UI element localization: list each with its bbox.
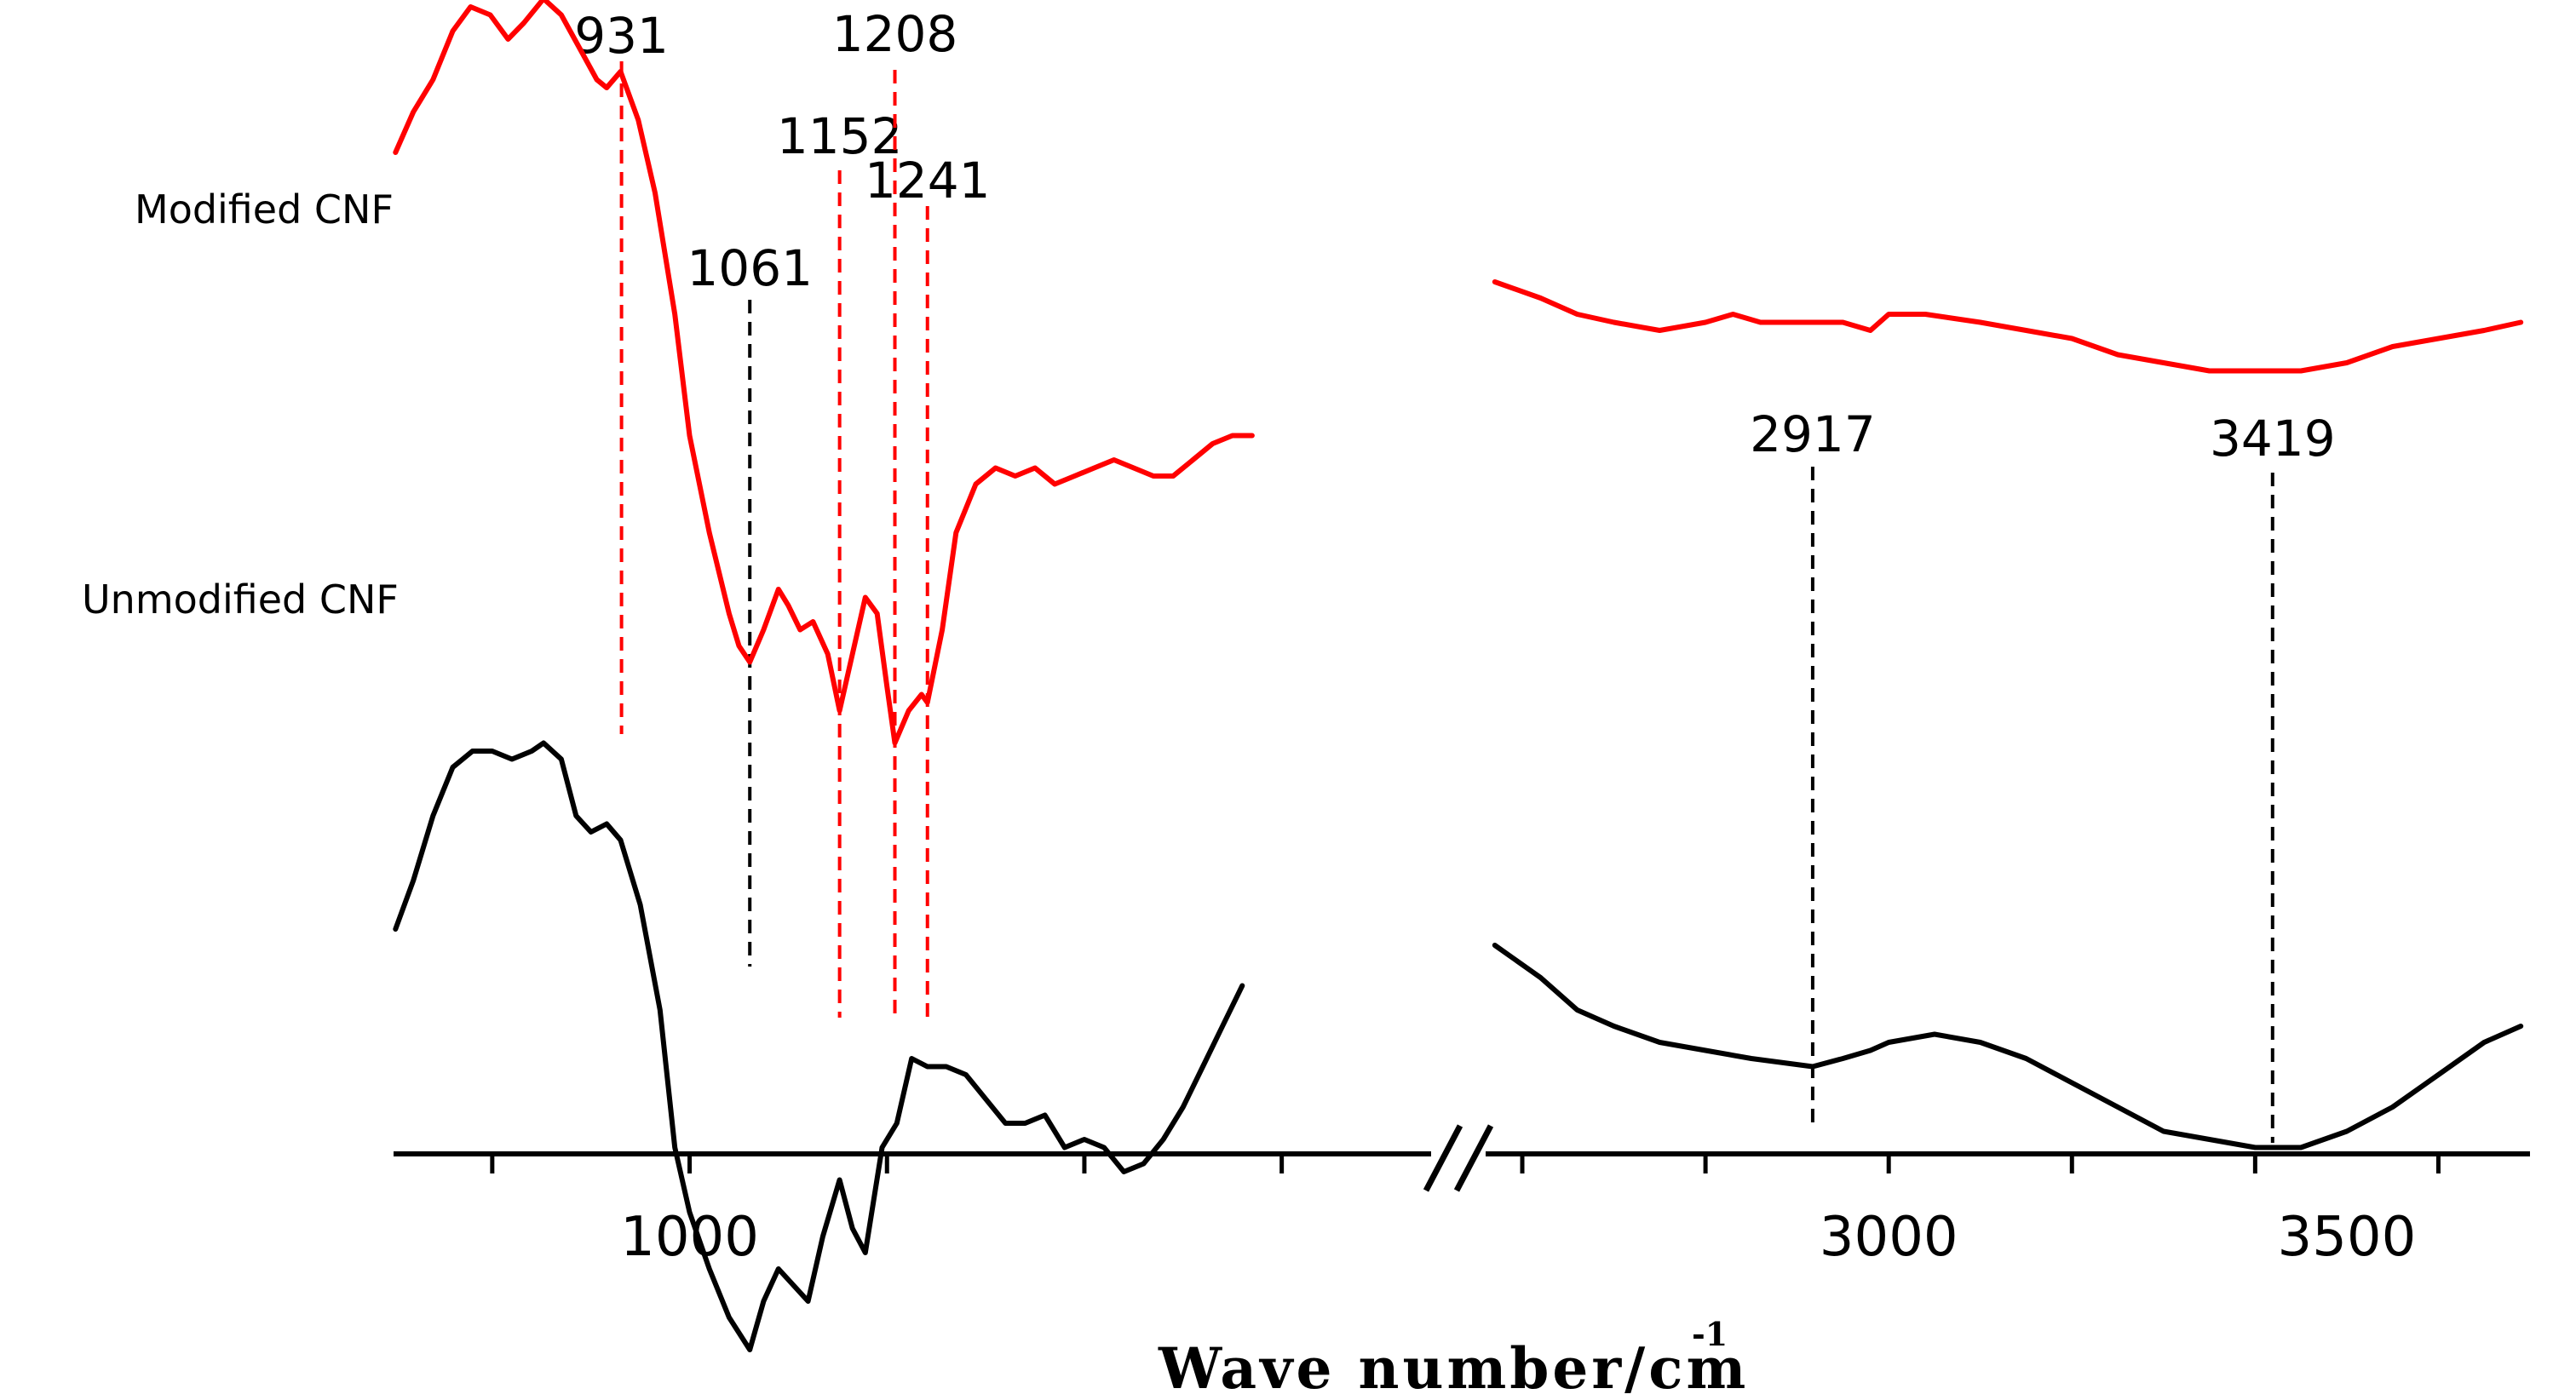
axis-break-mark bbox=[1423, 1124, 1463, 1192]
series-line-modified-cnf-right bbox=[1492, 279, 2524, 374]
series-lines bbox=[393, 0, 2524, 1352]
peak-label-1208: 1208 bbox=[832, 5, 958, 63]
peak-label-1241: 1241 bbox=[865, 152, 991, 209]
x-tick-label-1000: 1000 bbox=[620, 1206, 759, 1269]
x-tick-labels: 1000 3000 3500 bbox=[620, 1206, 2416, 1269]
peak-label-1152: 1152 bbox=[777, 107, 903, 165]
x-axis-title-superscript: -1 bbox=[1692, 1315, 1728, 1353]
series-label-unmodified-cnf: Unmodified CNF bbox=[82, 577, 399, 623]
x-axis bbox=[394, 1124, 2530, 1192]
x-tick-label-3000: 3000 bbox=[1820, 1206, 1958, 1269]
x-tick-label-3500: 3500 bbox=[2277, 1206, 2416, 1269]
axis-break-mark bbox=[1453, 1124, 1494, 1192]
series-label-modified-cnf: Modified CNF bbox=[135, 186, 394, 232]
peak-label-931: 931 bbox=[574, 7, 669, 65]
peak-label-2917: 2917 bbox=[1750, 405, 1876, 463]
series-line-unmodified-cnf-left bbox=[393, 740, 1245, 1352]
peak-label-3419: 3419 bbox=[2210, 410, 2336, 468]
series-line-modified-cnf-left bbox=[393, 0, 1255, 746]
x-ticks bbox=[490, 1154, 2441, 1173]
peak-markers: 931 1061 1152 1208 1241 2917 3419 bbox=[574, 5, 2336, 1143]
x-axis-title: Wave number/cm bbox=[1158, 1335, 1749, 1400]
peak-label-1061: 1061 bbox=[687, 239, 813, 297]
series-line-unmodified-cnf-right bbox=[1492, 943, 2524, 1150]
